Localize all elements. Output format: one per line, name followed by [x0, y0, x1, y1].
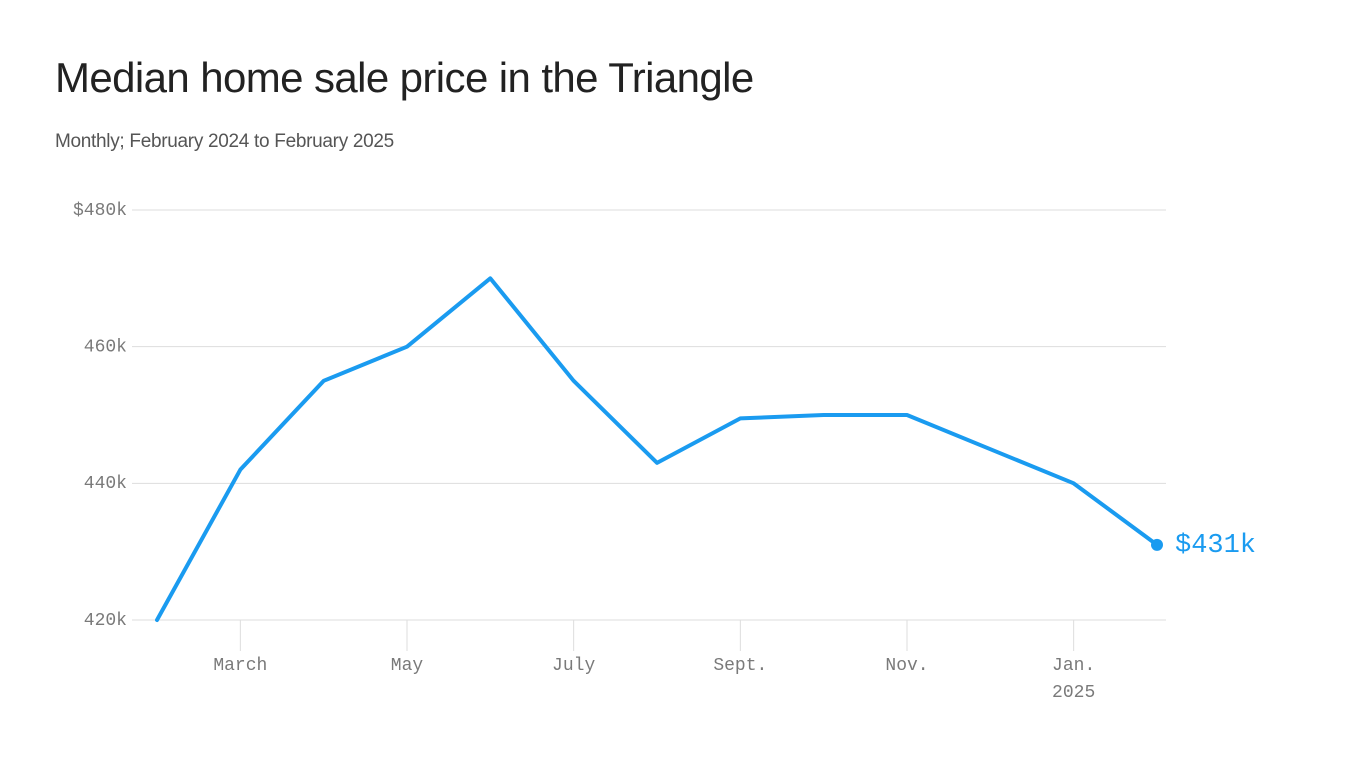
- x-tick-label: Nov.: [885, 656, 928, 676]
- x-tick-label: May: [391, 656, 424, 676]
- y-tick-label: 440k: [84, 474, 127, 494]
- x-tick-label: Jan.: [1052, 656, 1095, 676]
- chart-subtitle: Monthly; February 2024 to February 2025: [55, 131, 394, 152]
- x-axis-ticks: [239, 620, 1075, 651]
- gridlines: [132, 209, 1166, 621]
- axis-labels: $480k 460k 440k 420k March May July Sept. Nov. Ja…: [73, 201, 1256, 703]
- series-line-0: [155, 276, 1159, 622]
- series-layer: [155, 276, 1163, 622]
- y-tick-label: 460k: [84, 337, 127, 357]
- x-tick-label: July: [552, 656, 595, 676]
- chart-title: Median home sale price in the Triangle: [55, 54, 754, 101]
- y-tick-label: $480k: [73, 201, 127, 221]
- x-tick-sublabel: 2025: [1052, 683, 1095, 703]
- end-point-dot: [1151, 538, 1163, 551]
- end-value-label: $431k: [1175, 531, 1256, 561]
- x-tick-label: March: [213, 656, 267, 676]
- y-tick-label: 420k: [84, 611, 127, 631]
- x-tick-label: Sept.: [713, 656, 767, 676]
